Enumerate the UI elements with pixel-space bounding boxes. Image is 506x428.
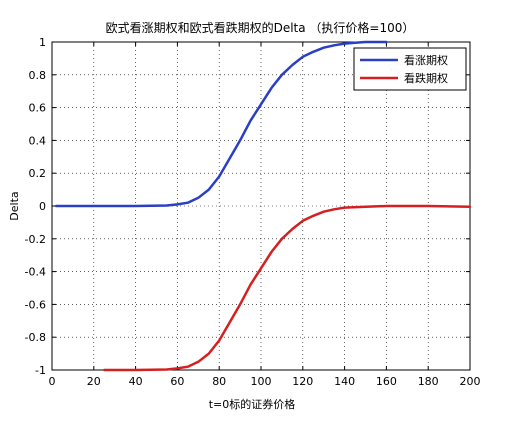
x-tick-label: 40 bbox=[129, 375, 143, 388]
y-axis-label: Delta bbox=[8, 191, 21, 220]
y-tick-label: -0.8 bbox=[25, 331, 46, 344]
y-tick-label: 1 bbox=[39, 36, 46, 49]
y-tick-label: -0.2 bbox=[25, 233, 46, 246]
legend-box bbox=[353, 47, 467, 91]
legend: 看涨期权 看跌期权 bbox=[353, 47, 467, 91]
y-tick-label: 0.6 bbox=[29, 102, 47, 115]
y-tick-label: 0.4 bbox=[29, 134, 47, 147]
x-tick-label: 20 bbox=[87, 375, 101, 388]
series-line-put bbox=[103, 204, 472, 372]
x-tick-label: 60 bbox=[170, 375, 184, 388]
x-tick-label: 80 bbox=[212, 375, 226, 388]
y-tick-label: -0.4 bbox=[25, 266, 46, 279]
y-tick-label: 0 bbox=[39, 200, 46, 213]
x-axis-label: t=0标的证券价格 bbox=[209, 397, 296, 411]
y-tick-label: -0.6 bbox=[25, 298, 46, 311]
x-tick-label: 200 bbox=[460, 375, 481, 388]
x-tick-label: 140 bbox=[334, 375, 355, 388]
legend-label-put: 看跌期权 bbox=[404, 71, 448, 85]
series-layer bbox=[54, 40, 472, 372]
y-tick-label: 0.8 bbox=[29, 69, 47, 82]
y-tick-label: 0.2 bbox=[29, 167, 47, 180]
legend-label-call: 看涨期权 bbox=[404, 53, 448, 67]
x-tick-label: 100 bbox=[251, 375, 272, 388]
series-line-call bbox=[54, 40, 388, 208]
x-tick-label: 160 bbox=[376, 375, 397, 388]
chart-title: 欧式看涨期权和欧式看跌期权的Delta （执行价格=100） bbox=[106, 20, 415, 35]
y-tick-label: -1 bbox=[35, 364, 46, 377]
x-tick-label: 180 bbox=[418, 375, 439, 388]
x-axis: 0 20 40 60 80 100 120 140 160 180 200 bbox=[49, 42, 481, 388]
x-tick-label: 0 bbox=[49, 375, 56, 388]
y-axis: -1 -0.8 -0.6 -0.4 -0.2 0 0.2 0.4 0.6 0.8 1 bbox=[25, 36, 470, 377]
x-tick-label: 120 bbox=[292, 375, 313, 388]
